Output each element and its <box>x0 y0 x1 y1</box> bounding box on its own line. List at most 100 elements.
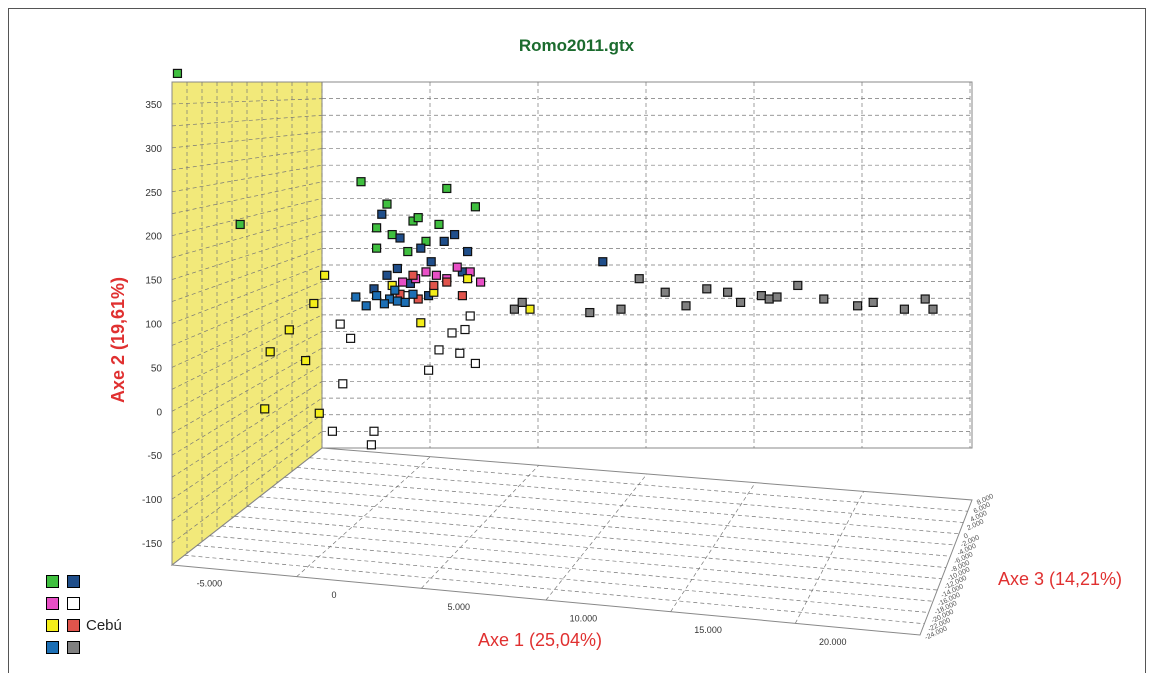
data-point <box>429 280 439 291</box>
y-tick-label: 350 <box>145 100 162 111</box>
data-point <box>434 219 444 230</box>
x-tick-label: 0 <box>332 590 337 600</box>
z-tick-label: 0 <box>963 533 970 541</box>
data-point <box>434 345 444 355</box>
chart-title: Romo2011.gtx <box>518 36 635 55</box>
legend-row <box>46 636 122 658</box>
data-point <box>455 348 465 358</box>
data-point <box>457 291 467 301</box>
x-axis-label: Axe 1 (25,04%) <box>478 630 602 650</box>
data-point <box>463 274 473 284</box>
data-point <box>470 202 480 212</box>
grid-line <box>171 397 323 500</box>
grid-line <box>296 456 431 577</box>
grid-line <box>171 231 323 280</box>
y-tick-label: -150 <box>142 539 162 550</box>
data-point <box>450 229 460 240</box>
y-tick-label: -100 <box>142 495 162 506</box>
data-point <box>309 298 319 309</box>
data-point <box>460 324 470 335</box>
legend-swatch <box>67 640 80 654</box>
data-point <box>372 291 382 301</box>
grid-line <box>795 491 864 624</box>
data-point <box>517 297 527 308</box>
data-point <box>465 311 475 321</box>
data-point <box>928 304 938 314</box>
data-point <box>585 307 595 318</box>
data-point <box>392 263 402 274</box>
x-tick-label: 15.000 <box>694 625 722 635</box>
data-point <box>426 257 436 267</box>
data-point <box>361 301 371 311</box>
data-point <box>377 209 387 219</box>
grid-line <box>171 281 323 346</box>
data-point <box>442 277 452 287</box>
data-point <box>421 267 431 277</box>
data-point <box>314 408 324 418</box>
data-point <box>235 219 245 230</box>
grid-line <box>171 164 323 193</box>
data-point <box>424 365 434 375</box>
data-point <box>421 236 431 246</box>
legend: Cebú <box>46 570 122 658</box>
y-tick-label: 200 <box>145 232 162 243</box>
data-point <box>351 292 361 302</box>
y-tick-label: 300 <box>145 144 162 155</box>
data-point <box>899 304 910 314</box>
data-point <box>416 318 426 328</box>
legend-swatch <box>67 596 80 610</box>
data-point <box>366 440 376 450</box>
data-point <box>525 304 535 314</box>
data-point <box>284 325 294 335</box>
data-point <box>819 294 829 304</box>
data-point <box>346 333 356 343</box>
data-point <box>172 68 183 79</box>
data-point <box>379 299 389 309</box>
grid-line <box>421 465 539 589</box>
legend-swatch <box>46 596 59 610</box>
data-point <box>470 358 480 369</box>
legend-swatch <box>46 640 59 654</box>
chart-frame <box>8 8 1146 673</box>
grid-line <box>670 482 756 612</box>
data-point <box>338 379 348 389</box>
data-point <box>416 243 426 253</box>
data-point <box>408 289 418 299</box>
data-point <box>852 301 863 311</box>
data-point <box>598 257 608 267</box>
data-point <box>301 355 311 366</box>
data-point <box>327 426 337 436</box>
y-tick-label: 150 <box>145 276 162 287</box>
grid-line <box>171 381 323 478</box>
y-tick-label: 0 <box>156 407 162 418</box>
data-point <box>735 297 746 308</box>
data-point <box>616 304 626 314</box>
data-point <box>392 296 402 306</box>
data-point <box>400 297 410 308</box>
grid-line <box>184 554 925 625</box>
legend-swatch <box>67 618 80 632</box>
data-point <box>413 294 423 304</box>
grid-line <box>234 515 942 580</box>
data-point <box>452 262 462 272</box>
data-point <box>447 328 457 338</box>
data-point <box>722 287 733 297</box>
data-point <box>403 246 413 257</box>
y-axis-label: Axe 2 (19,61%) <box>108 277 128 403</box>
legend-swatch <box>46 618 59 632</box>
data-point <box>408 270 418 280</box>
y-tick-label: 100 <box>145 320 162 331</box>
data-points <box>172 68 938 450</box>
x-tick-label: 10.000 <box>570 614 598 624</box>
data-point <box>413 213 423 223</box>
legend-row <box>46 592 122 614</box>
data-point <box>335 319 345 329</box>
data-point <box>372 243 382 253</box>
grid-line <box>171 364 323 456</box>
y-tick-label: 50 <box>151 363 163 374</box>
legend-row: Cebú <box>46 614 122 636</box>
data-point <box>772 292 782 302</box>
y-tick-label: 250 <box>145 188 162 199</box>
data-point <box>756 291 767 301</box>
